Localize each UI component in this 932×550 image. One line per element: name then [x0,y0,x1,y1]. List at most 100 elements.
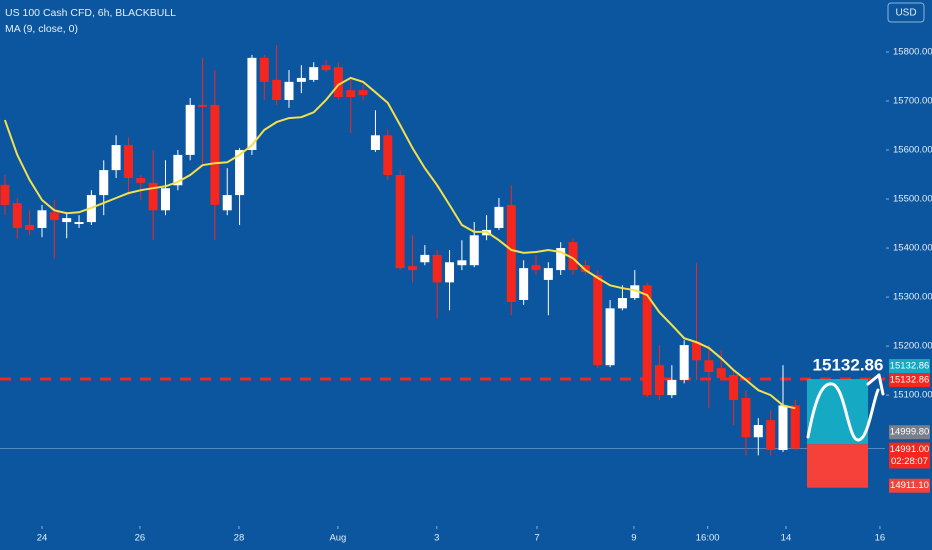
candle-body [173,154,183,186]
candle-body [457,260,467,266]
candle-body [136,177,146,183]
candle-body [383,135,393,175]
target-price-label: 15132.86 [890,361,930,372]
x-tick-label: 16 [875,533,886,544]
candle-body [123,145,133,178]
chart-title: US 100 Cash CFD, 6h, BLACKBULL [5,7,176,19]
y-tick-label: 15800.00 [893,46,932,57]
candle-body [210,104,220,205]
candle-body [148,182,158,211]
candle-body [494,206,504,228]
candle-body [74,222,84,225]
stop-price-label-box [889,478,930,493]
entry-price-label-box [889,425,930,440]
entry-price-label: 14999.80 [890,427,930,438]
countdown-label: 02:28:07 [891,456,928,467]
candle-body [235,150,245,196]
x-tick-label: 14 [781,533,792,544]
candle-body [605,308,615,366]
y-tick-label: 15600.00 [893,145,932,156]
candle-body [198,104,208,107]
currency-label: USD [895,8,916,19]
y-tick-label: 15400.00 [893,243,932,254]
candle-body [309,67,319,80]
candle-body [0,184,10,205]
line-price-label-box [889,372,930,387]
candle-body [704,360,714,373]
candle-body [642,285,652,396]
candle-body [790,405,800,449]
candle-body [12,202,22,228]
candle-body [370,135,380,150]
candle-body [25,225,35,230]
stop-price-label: 14911.10 [890,480,929,491]
x-tick-label: 28 [234,533,245,544]
candle-body [741,398,751,438]
candle-body [778,405,788,450]
arrow-drawing [806,382,880,442]
target-price-label-box [889,358,930,373]
x-tick-label: 7 [534,533,539,544]
candle-body [346,90,356,98]
candle-body [531,265,541,271]
x-tick-label: 24 [37,533,48,544]
candle-body [407,266,417,271]
candle-body [160,188,170,211]
candle-body [766,420,776,450]
y-tick-label: 15500.00 [893,194,932,205]
line-price-label: 15132.86 [890,375,930,386]
y-tick-label: 15100.00 [893,390,932,401]
candle-body [580,265,590,273]
y-tick-label: 15300.00 [893,292,932,303]
currency-button[interactable] [887,2,925,23]
y-tick-label: 15700.00 [893,95,932,106]
candle-body [568,242,578,271]
candle-body [654,365,664,396]
candle-body [692,342,702,361]
candle-body [111,145,121,171]
candle-body [593,275,603,366]
last-price-label-box [889,442,930,469]
candle-body [247,57,257,150]
candle-body [420,254,430,263]
arrow-head [866,373,885,396]
moving-average-line [3,76,796,410]
target-annotation: 15132.86 [813,355,884,374]
x-tick-label: 16:00 [696,533,720,544]
y-tick-label: 15200.00 [893,341,932,352]
x-tick-label: 3 [434,533,439,544]
candle-body [222,195,232,211]
candle-body [296,77,306,82]
last-price-label: 14991.00 [890,444,930,455]
candle-body [272,79,282,100]
x-tick-label: 26 [135,533,146,544]
candle-body [185,104,195,155]
candle-body [753,425,763,438]
candle-body [679,345,689,380]
candle-body [519,268,529,300]
candle-body [49,212,59,221]
candle-body [716,368,726,378]
x-tick-label: Aug [329,533,346,544]
candle-body [259,57,269,82]
indicator-label: MA (9, close, 0) [5,23,78,35]
candle-body [445,262,455,283]
candle-body [333,67,343,98]
x-tick-label: 9 [631,533,636,544]
candle-body [395,175,405,269]
candle-body [556,248,566,271]
candle-body [284,81,294,100]
candle-body [62,218,72,223]
candle-body [469,235,479,266]
candle-body [321,65,331,71]
candle-body [432,254,442,283]
candle-body [506,204,516,302]
candle-body [630,285,640,299]
candle-body [99,170,109,196]
candle-body [667,379,677,396]
candle-body [37,210,47,228]
candle-body [617,298,627,309]
